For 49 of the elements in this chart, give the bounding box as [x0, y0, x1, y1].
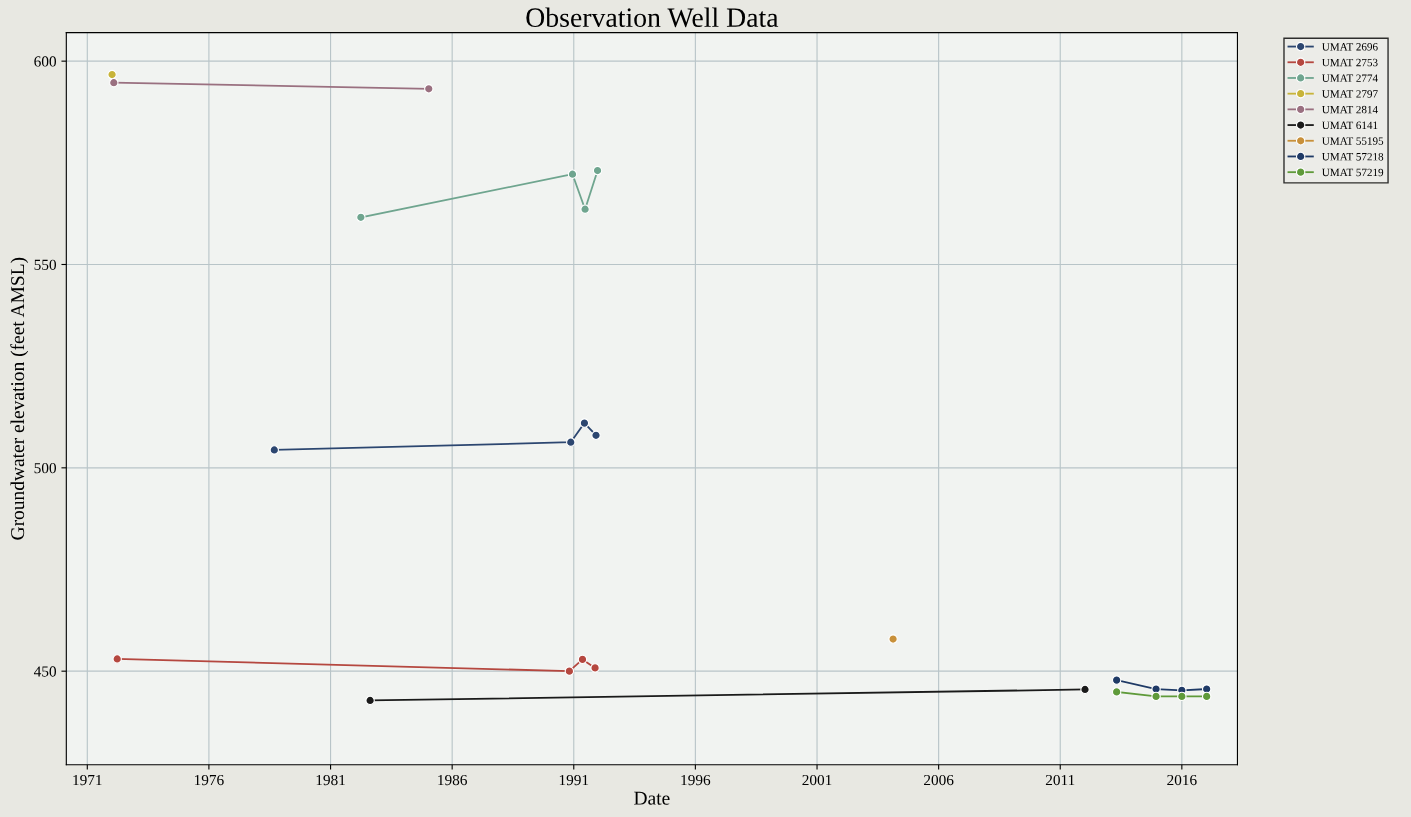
point [365, 695, 375, 706]
y-tick-label: 600 [34, 56, 57, 67]
legend-label: UMAT 2797 [1322, 90, 1378, 98]
point [1177, 691, 1187, 702]
y-tick-label: 500 [34, 462, 57, 474]
x-axis-title: Date [634, 791, 670, 805]
legend-label: UMAT 2696 [1322, 43, 1378, 51]
point [1111, 687, 1122, 697]
point [577, 654, 588, 665]
x-tick-label: 2016 [1167, 774, 1197, 786]
legend-label: UMAT 57219 [1322, 168, 1384, 177]
point [579, 418, 590, 428]
point [567, 169, 578, 179]
point [112, 654, 122, 664]
y-axis-title: Groundwater elevation (feet AMSL) [10, 257, 29, 540]
x-tick-label: 1976 [194, 774, 224, 786]
x-tick-label: 1991 [559, 774, 589, 786]
x-tick-label: 2011 [1045, 774, 1075, 786]
point [424, 84, 434, 94]
legend-label: UMAT 2814 [1322, 105, 1378, 114]
point [592, 165, 603, 176]
chart-title: Observation Well Data [526, 7, 779, 28]
x-tick-label: 1986 [438, 774, 467, 786]
point [1201, 691, 1212, 702]
point [356, 212, 366, 223]
x-tick-label: 1996 [681, 774, 711, 786]
y-tick-label: 450 [33, 666, 57, 677]
point [888, 634, 898, 644]
point [590, 663, 600, 673]
legend-label: UMAT 6141 [1322, 121, 1378, 130]
legend-label: UMAT 57218 [1322, 152, 1384, 161]
point [269, 445, 280, 455]
legend-label: UMAT 2774 [1322, 74, 1378, 82]
point [1151, 691, 1161, 702]
legend-label: UMAT 2753 [1322, 58, 1378, 67]
y-tick-label: 550 [34, 259, 57, 270]
x-tick-label: 2006 [924, 774, 954, 786]
point [564, 666, 575, 676]
point [580, 204, 590, 214]
x-tick-label: 1981 [316, 774, 345, 786]
point [591, 430, 601, 441]
point [107, 69, 117, 80]
point [1080, 684, 1090, 695]
legend-label: UMAT 55195 [1322, 137, 1384, 145]
point [1111, 675, 1122, 685]
point [109, 77, 119, 88]
x-tick-label: 1971 [73, 774, 102, 786]
x-tick-label: 2001 [802, 774, 832, 786]
point [566, 437, 576, 447]
